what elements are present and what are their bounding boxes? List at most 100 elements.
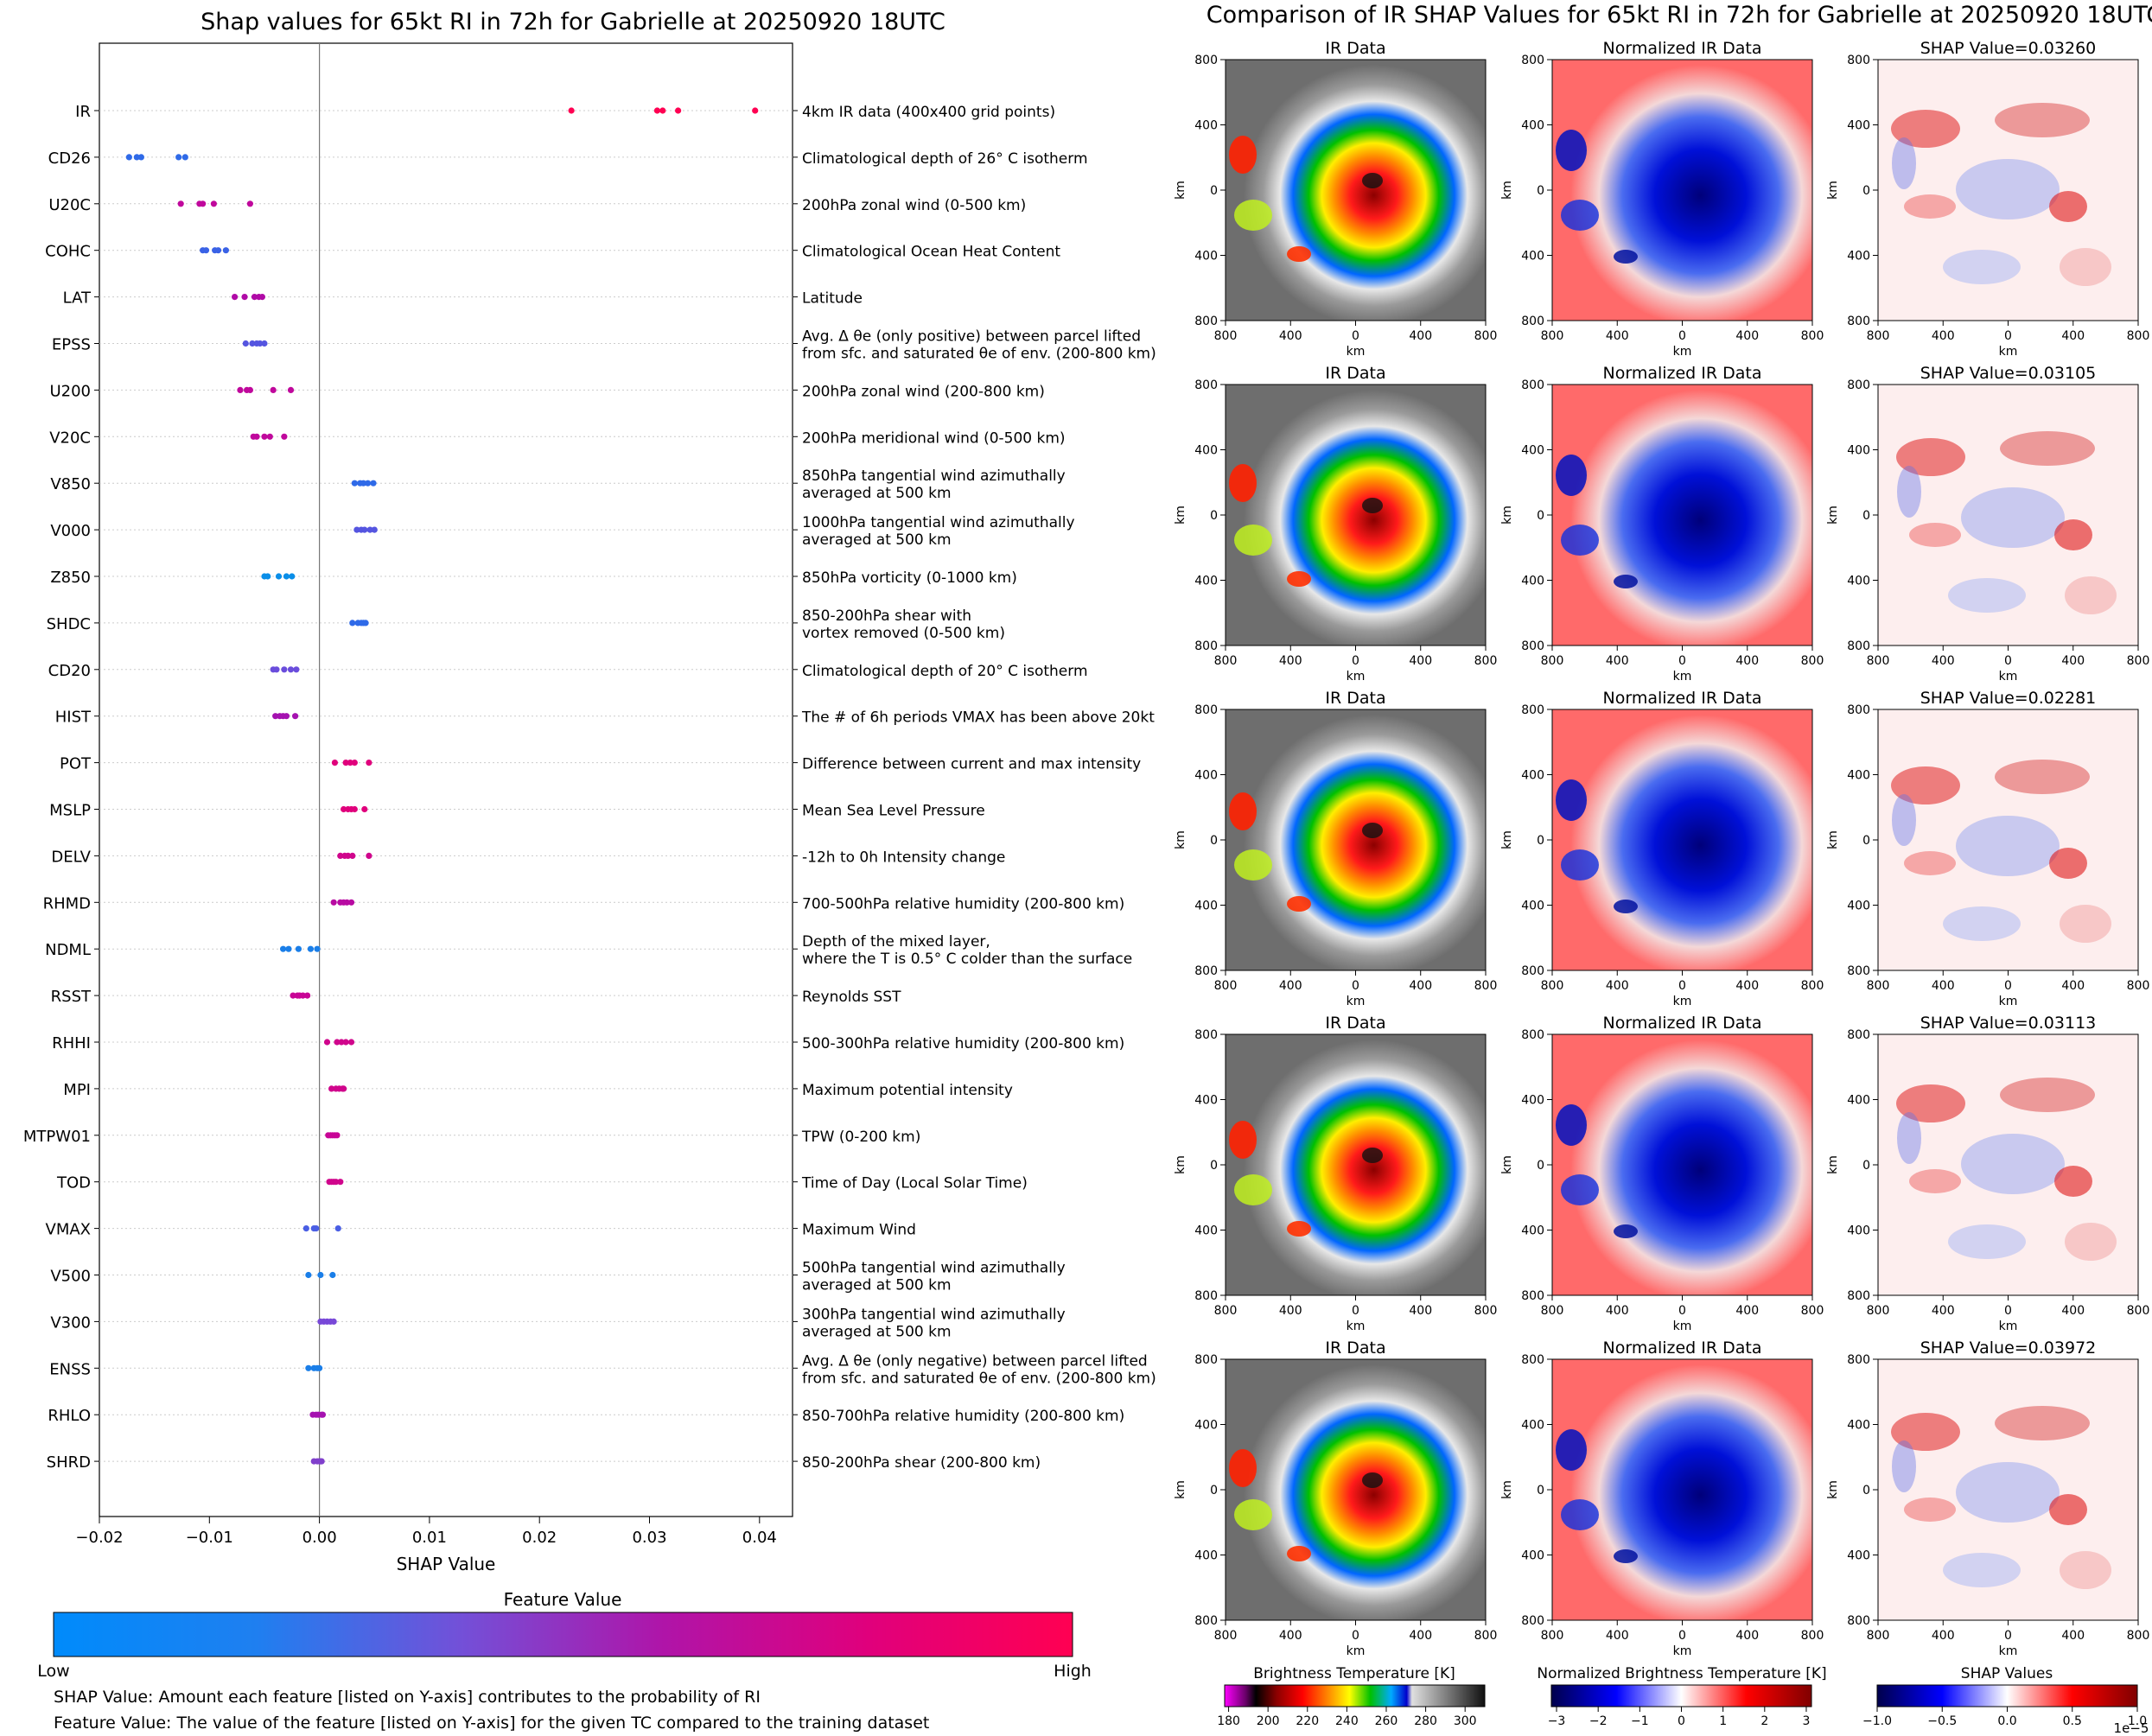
panel-y-tick-label: 400 (1847, 900, 1870, 913)
panel-y-tick-label: 800 (1521, 1353, 1544, 1367)
panel-y-tick-label: 400 (1521, 769, 1544, 783)
shap-blob (1961, 487, 2065, 548)
shap-point (361, 805, 368, 813)
shap-blob (1995, 1406, 2090, 1440)
shap-point (246, 386, 254, 393)
panel-x-tick-label: 400 (1606, 1304, 1629, 1318)
shap-point (353, 526, 360, 533)
panel-x-tick-label: 800 (1214, 329, 1238, 343)
shap-point (316, 1364, 323, 1371)
shap-point (258, 294, 266, 301)
ir-image (1226, 1359, 1486, 1620)
shap-blob (1896, 1084, 1965, 1122)
panel-y-tick-label: 0 (1210, 834, 1218, 848)
shap-blob (2054, 519, 2092, 550)
panel-x-tick-label: 800 (1214, 654, 1238, 668)
shap-point (202, 247, 210, 254)
panel-x-tick-label: 800 (1541, 654, 1564, 668)
shap-blob (1943, 1553, 2021, 1587)
shap-blob (2000, 431, 2095, 466)
shap-point (317, 1271, 324, 1279)
panel-y-tick-label: 0 (1210, 509, 1218, 523)
panel-y-tick-label: 400 (1521, 900, 1544, 913)
panel-x-tick-label: 0 (1352, 1629, 1359, 1643)
panel-x-tick-label: 800 (1541, 1629, 1564, 1643)
panel-y-tick-label: 800 (1194, 964, 1218, 978)
shap-blob (1892, 794, 1916, 846)
feature-desc-delv: -12h to 0h Intensity change (802, 849, 1005, 866)
feature-name-mslp: MSLP (49, 802, 91, 820)
panel-x-tick-label: 400 (1932, 329, 1955, 343)
feature-name-rsst: RSST (51, 988, 92, 1006)
shap-blob (2000, 1078, 2095, 1112)
panel-x-tick-label: 800 (2127, 329, 2150, 343)
norm-cloud-blob (1561, 1174, 1599, 1205)
panel-y-tick-label: 800 (1521, 315, 1544, 328)
footnote-feature: Feature Value: The value of the feature … (54, 1714, 930, 1733)
colorbar-tick-label: 220 (1296, 1714, 1319, 1728)
panel-y-tick-label: 800 (1194, 315, 1218, 328)
panel-y-tick-label: 800 (1847, 639, 1870, 653)
shap-point (330, 1318, 337, 1325)
shap-blob (1909, 523, 1961, 547)
panel-x-tick-label: 800 (1474, 979, 1498, 993)
panel-y-tick-label: 0 (1537, 834, 1544, 848)
shap-blob (2049, 848, 2087, 879)
shap-blob (1943, 906, 2021, 941)
shap-point (281, 666, 288, 673)
ir-panel-title: IR Data (1325, 364, 1385, 383)
panel-x-tick-label: 400 (1932, 1629, 1955, 1643)
panel-x-tick-label: 400 (1279, 654, 1302, 668)
colorbar-tick-label: −1 (1631, 1714, 1649, 1728)
shap-point (343, 899, 351, 906)
panel-x-tick-label: 800 (1474, 329, 1498, 343)
shap-panel-title: SHAP Value=0.03105 (1920, 364, 2097, 383)
panel-y-tick-label: 400 (1521, 444, 1544, 458)
panel-y-tick-label: 400 (1521, 575, 1544, 588)
shap-point (249, 340, 256, 347)
shap-point (137, 154, 144, 161)
shap-point (341, 805, 347, 813)
feature-desc-v850: averaged at 500 km (802, 485, 952, 502)
shap-point (273, 666, 280, 673)
feature-desc-enss: Avg. Δ θe (only negative) between parcel… (802, 1352, 1148, 1370)
ir-cloud-blob (1234, 200, 1272, 231)
panel-row: IR Data80080040040000400400800800kmkmNor… (1174, 39, 2149, 359)
shap-colorbar-group: SHAP Values −1.0 −0.5 0.0 0.5 1.0 1e−5 (1862, 1665, 2149, 1736)
x-tick-label: 0.00 (302, 1529, 337, 1547)
panel-y-tick-label: 0 (1537, 1484, 1544, 1498)
feature-desc-vmax: Maximum Wind (802, 1222, 916, 1239)
feature-desc-ir: 4km IR data (400x400 grid points) (802, 104, 1055, 121)
shap-blob (2054, 1166, 2092, 1197)
panel-y-tick-label: 800 (1194, 54, 1218, 67)
shap-point (338, 1039, 345, 1046)
shap-blob (1891, 1413, 1960, 1451)
feature-desc-v300: averaged at 500 km (802, 1323, 952, 1340)
panel-x-tick-label: 0 (1352, 979, 1359, 993)
panel-y-tick-label: 800 (1847, 703, 1870, 717)
shap-point (347, 1039, 355, 1046)
panel-y-tick-label: 800 (1847, 964, 1870, 978)
panel-x-tick-label: 400 (1279, 1629, 1302, 1643)
panel-x-tick-label: 400 (1409, 1304, 1432, 1318)
shap-point (341, 1085, 347, 1092)
shap-point (347, 760, 353, 766)
shap-point (246, 200, 254, 207)
panel-x-tick-label: 400 (1932, 979, 1955, 993)
panel-y-tick-label: 400 (1847, 575, 1870, 588)
shap-point (361, 526, 368, 533)
panel-y-tick-label: 0 (1537, 1159, 1544, 1173)
shap-point (287, 386, 295, 393)
colorbar-tick-label: 0.0 (1997, 1714, 2016, 1728)
panel-ylabel: km (1174, 1480, 1187, 1499)
panel-ylabel: km (1500, 506, 1514, 525)
panel-x-tick-label: 400 (2061, 1304, 2085, 1318)
panel-x-tick-label: 400 (1409, 329, 1432, 343)
panel-ylabel: km (1826, 830, 1840, 849)
ir-cloud-blob (1229, 1121, 1257, 1159)
shap-point (323, 1039, 331, 1046)
feature-name-u200: U200 (49, 382, 91, 400)
ir-colorbar-title: Brightness Temperature [K] (1253, 1665, 1455, 1682)
norm-cloud-blob (1614, 1549, 1638, 1563)
feature-desc-shdc: vortex removed (0-500 km) (802, 625, 1005, 642)
